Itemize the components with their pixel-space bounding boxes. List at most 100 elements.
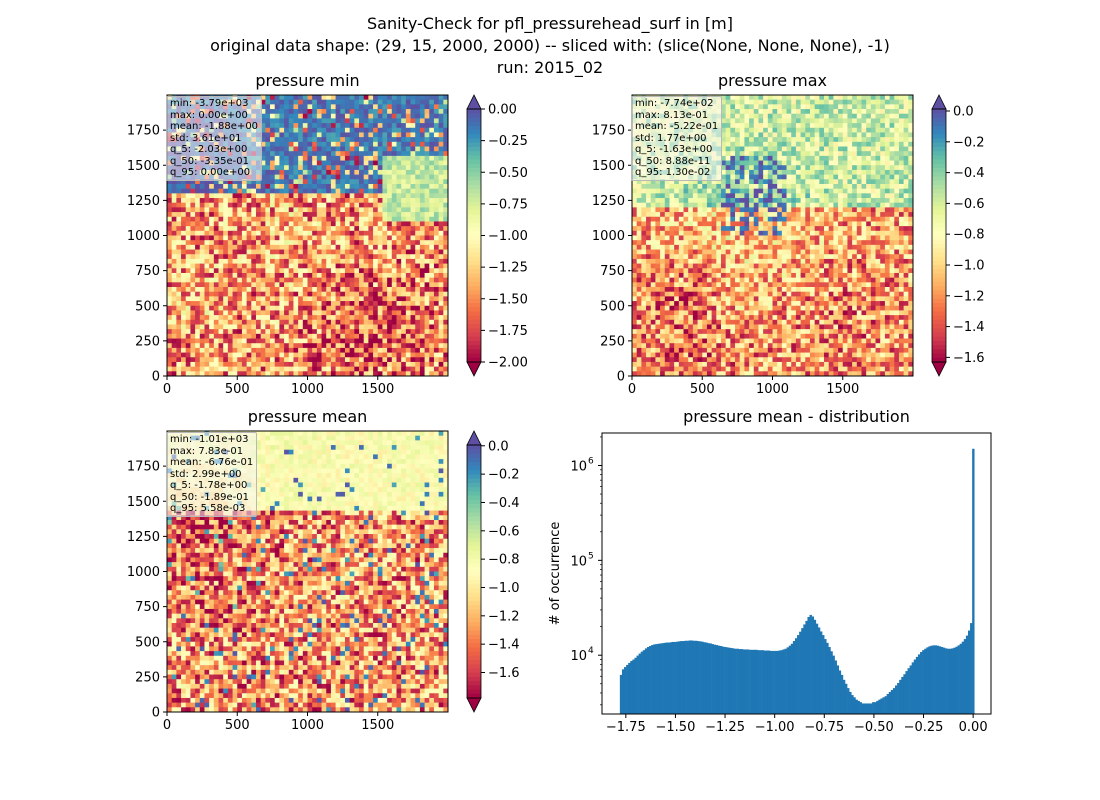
figure-title-line2: original data shape: (29, 15, 2000, 2000… — [210, 36, 890, 55]
histogram-bar — [686, 640, 689, 714]
histogram-bar — [738, 649, 742, 714]
y-tick-label: 1250 — [127, 530, 160, 545]
colorbar-tick-label: 0.0 — [953, 105, 974, 120]
histogram-bar — [717, 645, 721, 714]
x-tick-label: −0.25 — [904, 720, 944, 735]
histogram-bar — [740, 649, 744, 714]
histogram-bar — [640, 651, 644, 714]
histogram-bar — [744, 649, 748, 714]
histogram-bar — [722, 646, 725, 714]
histogram-bar — [788, 645, 792, 714]
colorbar-tick-label: −1.6 — [953, 351, 985, 366]
histogram-bar — [767, 650, 771, 714]
histogram-bar — [736, 648, 739, 714]
colorbar — [467, 109, 481, 363]
y-tick-label: 250 — [600, 334, 625, 349]
x-tick-label: 0 — [163, 382, 171, 397]
histogram-bar — [682, 641, 685, 714]
x-tick-label: 1000 — [756, 382, 789, 397]
histogram-bar — [678, 641, 681, 714]
histogram-bar — [632, 659, 635, 714]
histogram-chart: −1.75 −1.50 −1.25 −1.00 −0.75 −0.50 −0.25 0.00 1… — [548, 432, 992, 735]
colorbar-tick-label: −0.75 — [488, 197, 528, 212]
histogram-bar — [636, 655, 639, 714]
histogram-bar — [936, 645, 940, 714]
y-tick-label: 10 — [570, 649, 587, 664]
colorbar-tick-label: −0.2 — [488, 468, 520, 483]
colorbar-tick-label: 0.00 — [488, 103, 517, 118]
histogram-bar — [861, 703, 865, 714]
y-tick-label: 500 — [135, 635, 160, 650]
histogram-bar — [797, 635, 800, 714]
colorbar-tick-label: 0.0 — [488, 439, 509, 454]
histogram-bar — [684, 640, 687, 714]
histogram-bar — [734, 648, 737, 714]
y-axis-label: # of occurrence — [548, 522, 563, 626]
histogram-bar — [884, 696, 887, 714]
colorbar-tick-label: −1.2 — [488, 609, 520, 624]
histogram-bar — [886, 693, 890, 714]
histogram-bar — [701, 641, 704, 714]
histogram-bar — [705, 642, 708, 714]
histogram-bar — [838, 670, 842, 714]
histogram-bar — [880, 698, 883, 714]
colorbar-tick-label: −1.4 — [488, 638, 520, 653]
y-tick-label: 0 — [617, 370, 625, 385]
histogram-bar — [972, 448, 975, 714]
y-tick-label: 500 — [135, 299, 160, 314]
histogram-bar — [920, 652, 923, 714]
histogram-bar — [826, 642, 829, 714]
histogram-bar — [676, 641, 679, 714]
colorbar-extend-max — [466, 94, 482, 110]
histogram-bar — [644, 648, 648, 714]
stat-line: min: -1.01e+03 — [170, 434, 249, 445]
colorbar-extend-max — [931, 94, 947, 110]
y-tick-label: 750 — [135, 600, 160, 615]
stat-line: q_95: 1.30e-02 — [635, 167, 711, 178]
histogram-bar — [940, 647, 944, 714]
histogram-bar — [922, 650, 925, 714]
stat-line: mean: -1.88e+00 — [170, 121, 259, 132]
histogram-bar — [803, 624, 806, 714]
histogram-bar — [874, 702, 877, 714]
colorbar — [467, 445, 481, 699]
y-tick-label: 0 — [152, 370, 160, 385]
colorbar — [932, 109, 946, 363]
histogram-bar — [747, 649, 750, 714]
histogram-bar — [870, 703, 873, 714]
histogram-bar — [753, 649, 756, 714]
x-tick-label: 0 — [163, 718, 171, 733]
colorbar-extend-min — [466, 697, 482, 713]
colorbar-tick-label: −1.50 — [488, 292, 528, 307]
histogram-bar — [757, 650, 760, 714]
histogram-bar — [817, 627, 821, 714]
histogram-bar — [790, 643, 794, 714]
histogram-bar — [774, 650, 777, 714]
histogram-bar — [776, 650, 779, 714]
figure-title-line3: run: 2015_02 — [496, 58, 604, 77]
y-tick-label: 250 — [135, 334, 160, 349]
stat-line: min: -7.74e+02 — [635, 98, 714, 109]
histogram-bar — [688, 640, 692, 714]
histogram-bar — [726, 647, 729, 714]
histogram-bar — [942, 647, 946, 714]
histogram-bar — [671, 641, 675, 714]
histogram-bar — [928, 646, 931, 714]
stats-box: min: -3.79e+03 max: 0.00e+00 mean: -1.88e+… — [166, 96, 263, 181]
colorbar-tick-label: −1.2 — [953, 289, 985, 304]
histogram-bar — [724, 647, 727, 714]
colorbar-tick-label: −0.25 — [488, 134, 528, 149]
colorbar-tick-label: −0.50 — [488, 166, 528, 181]
histogram-bar — [849, 691, 852, 714]
map-title: pressure max — [717, 71, 828, 90]
histogram-bar — [834, 660, 837, 714]
histogram-bar — [967, 630, 971, 714]
histogram-bar — [659, 643, 662, 714]
histogram-bar — [853, 697, 856, 714]
histogram-bar — [655, 644, 658, 714]
y-tick-label: 750 — [135, 264, 160, 279]
histogram-bar — [811, 616, 815, 714]
histogram-bar — [970, 623, 973, 714]
histogram-bar — [690, 640, 694, 714]
histogram-bar — [626, 664, 629, 714]
